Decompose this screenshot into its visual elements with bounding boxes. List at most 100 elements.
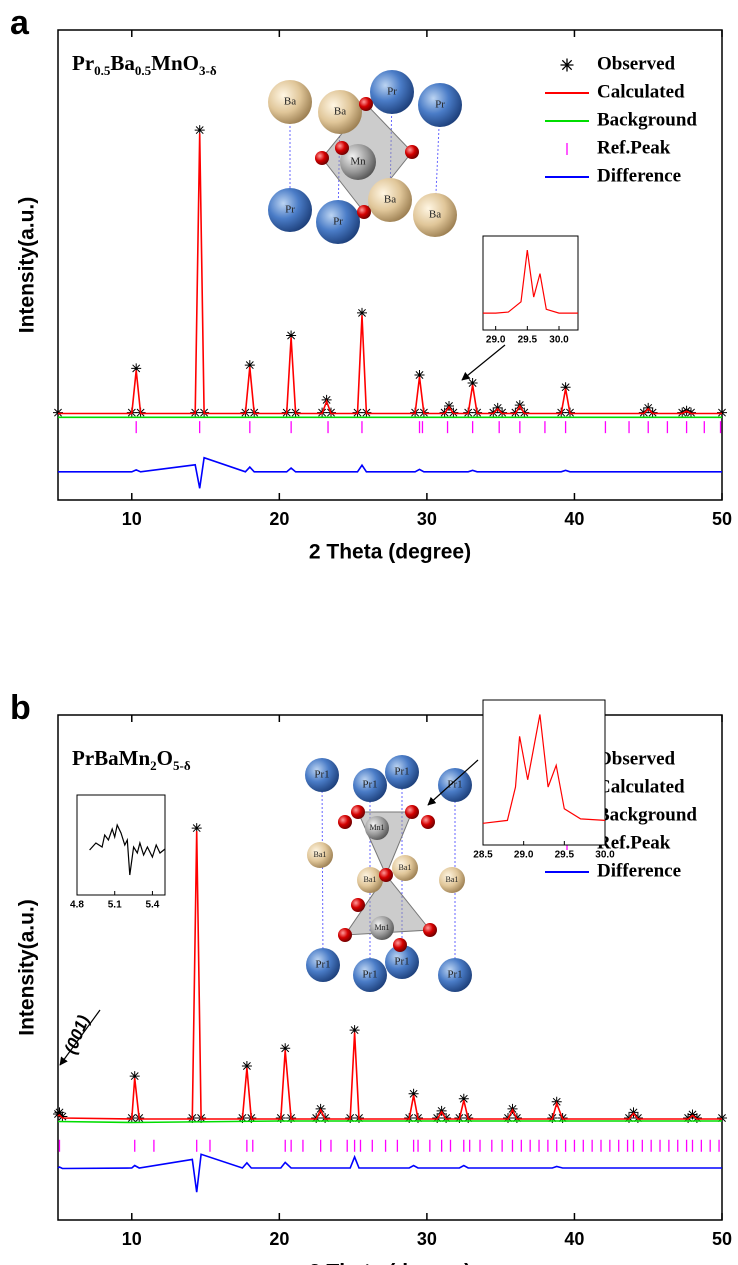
atom	[413, 193, 457, 237]
oxygen-atom	[315, 151, 329, 165]
inset-tick-label: 30.0	[595, 850, 615, 861]
title-text: PrBaMn	[72, 746, 150, 770]
legend-label: Calculated	[597, 81, 685, 102]
title-subscript: 0.5	[94, 63, 111, 78]
observed-point	[717, 1113, 727, 1123]
legend-label: Ref.Peak	[597, 832, 671, 853]
atom	[305, 758, 339, 792]
plot-frame	[57, 29, 723, 501]
x-axis-label: 2 Theta (degree)	[309, 541, 471, 564]
atom	[370, 70, 414, 114]
x-axis-label: 2 Theta (degree)	[309, 1261, 471, 1265]
atom-label: Mn	[350, 156, 366, 168]
atom	[306, 948, 340, 982]
atom	[268, 188, 312, 232]
panel-label: b	[10, 689, 31, 727]
observed-point	[191, 823, 202, 834]
observed-point	[349, 1025, 360, 1036]
atom-label: Pr1	[394, 766, 409, 778]
atom	[353, 958, 387, 992]
atom	[365, 816, 389, 840]
y-axis-label: Intensity(a.u.)	[16, 899, 39, 1036]
legend-label: Background	[597, 109, 697, 130]
legend-label: Difference	[597, 165, 681, 186]
series-line	[57, 1120, 722, 1124]
atom	[418, 83, 462, 127]
title-subscript: 0.5	[135, 63, 152, 78]
observed-point	[357, 307, 367, 318]
x-tick-label: 50	[712, 1229, 732, 1249]
legend-label: Calculated	[597, 776, 685, 797]
atom-label: Pr1	[362, 779, 377, 791]
observed-point	[194, 125, 205, 136]
observed-point	[458, 1093, 469, 1104]
oxygen-atom	[405, 145, 419, 159]
legend-label: Ref.Peak	[597, 137, 671, 158]
x-tick-label: 10	[122, 509, 142, 529]
title-subscript: 3-δ	[199, 63, 217, 78]
atom-label: Ba	[284, 96, 296, 108]
observed-point	[131, 363, 142, 374]
series-line	[57, 831, 722, 1120]
oxygen-atom	[338, 928, 352, 942]
legend-label: Background	[597, 804, 697, 825]
title-text: Pr	[72, 51, 94, 75]
atom-label: Pr	[333, 216, 343, 228]
atom-label: Pr	[285, 204, 295, 216]
legend-label: Observed	[597, 748, 676, 769]
oxygen-atom	[379, 868, 393, 882]
chart-title: PrBaMn2O5-δ	[72, 746, 191, 773]
atom	[385, 945, 419, 979]
observed-point	[280, 1043, 291, 1054]
oxygen-atom	[423, 923, 437, 937]
observed-point	[717, 407, 727, 418]
observed-point	[560, 382, 571, 393]
inset-tick-label: 30.0	[549, 335, 569, 346]
x-tick-label: 30	[417, 1229, 437, 1249]
oxygen-atom	[357, 205, 371, 219]
series-line	[58, 456, 722, 489]
y-axis-label: Intensity(a.u.)	[16, 197, 39, 334]
inset-arrow	[427, 759, 479, 806]
observed-point	[467, 378, 478, 388]
atom-label: Ba	[334, 106, 346, 118]
oxygen-atom	[393, 938, 407, 952]
legend-symbol	[560, 58, 574, 72]
legend-label: Difference	[597, 860, 681, 881]
series-line	[58, 133, 722, 415]
atom-label: Ba1	[364, 875, 377, 884]
x-tick-label: 50	[712, 509, 732, 529]
inset-arrow	[461, 344, 506, 381]
x-tick-label: 20	[269, 1229, 289, 1249]
atom-label: Mn1	[374, 923, 389, 932]
atom	[370, 916, 394, 940]
inset-tick-label: 29.5	[518, 335, 538, 346]
oxygen-atom	[421, 815, 435, 829]
inset-tick-label: 29.0	[486, 335, 506, 346]
chart-title: Pr0.5Ba0.5MnO3-δ	[72, 51, 217, 78]
atom-label: Pr	[387, 86, 397, 98]
atom	[439, 867, 465, 893]
x-tick-label: 30	[417, 509, 437, 529]
title-text: O	[157, 746, 173, 770]
observed-point	[241, 1061, 252, 1071]
observed-point	[129, 1071, 140, 1082]
inset-line	[483, 250, 578, 314]
atom-label: Ba	[429, 209, 441, 221]
title-subscript: 5-δ	[173, 758, 191, 773]
observed-point	[53, 407, 63, 418]
cell-edge	[321, 774, 324, 966]
atom	[385, 755, 419, 789]
atom	[368, 178, 412, 222]
x-tick-label: 40	[564, 1229, 584, 1249]
inset-tick-label: 5.1	[108, 900, 122, 911]
series-line	[57, 1153, 722, 1193]
oxygen-atom	[359, 97, 373, 111]
observed-point	[244, 360, 255, 371]
atom	[318, 90, 362, 134]
title-subscript: 2	[150, 758, 157, 773]
legend-label: Observed	[597, 53, 676, 74]
atom	[316, 200, 360, 244]
annotation: (001)	[61, 1012, 94, 1056]
panel-label: a	[10, 4, 30, 42]
